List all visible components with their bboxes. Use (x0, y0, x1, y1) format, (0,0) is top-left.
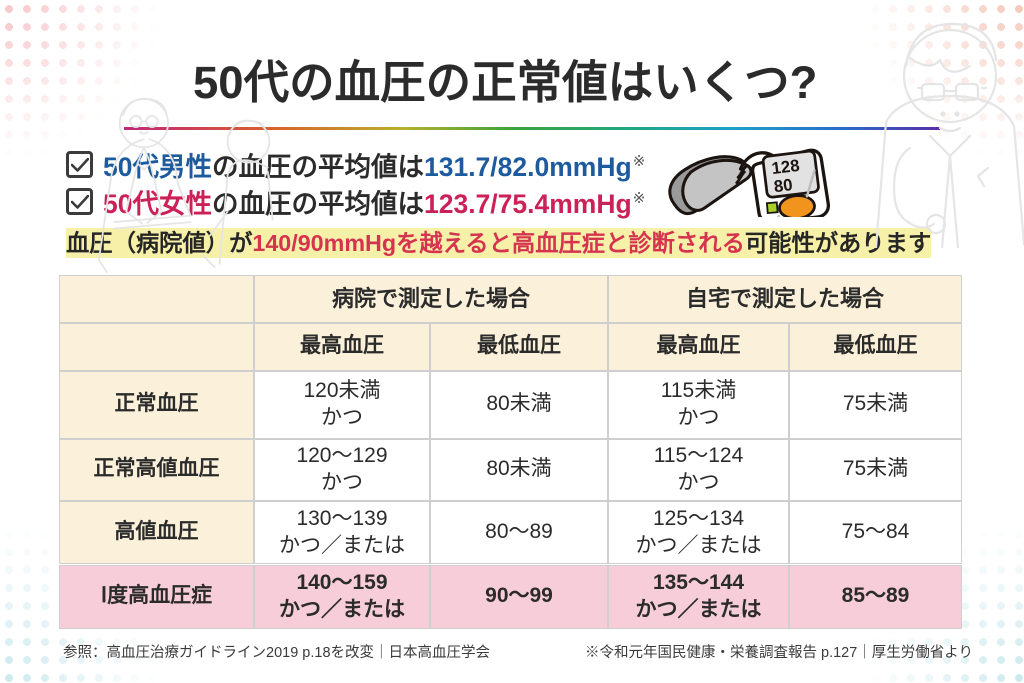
svg-text:80: 80 (773, 175, 794, 196)
svg-text:128: 128 (771, 156, 801, 178)
